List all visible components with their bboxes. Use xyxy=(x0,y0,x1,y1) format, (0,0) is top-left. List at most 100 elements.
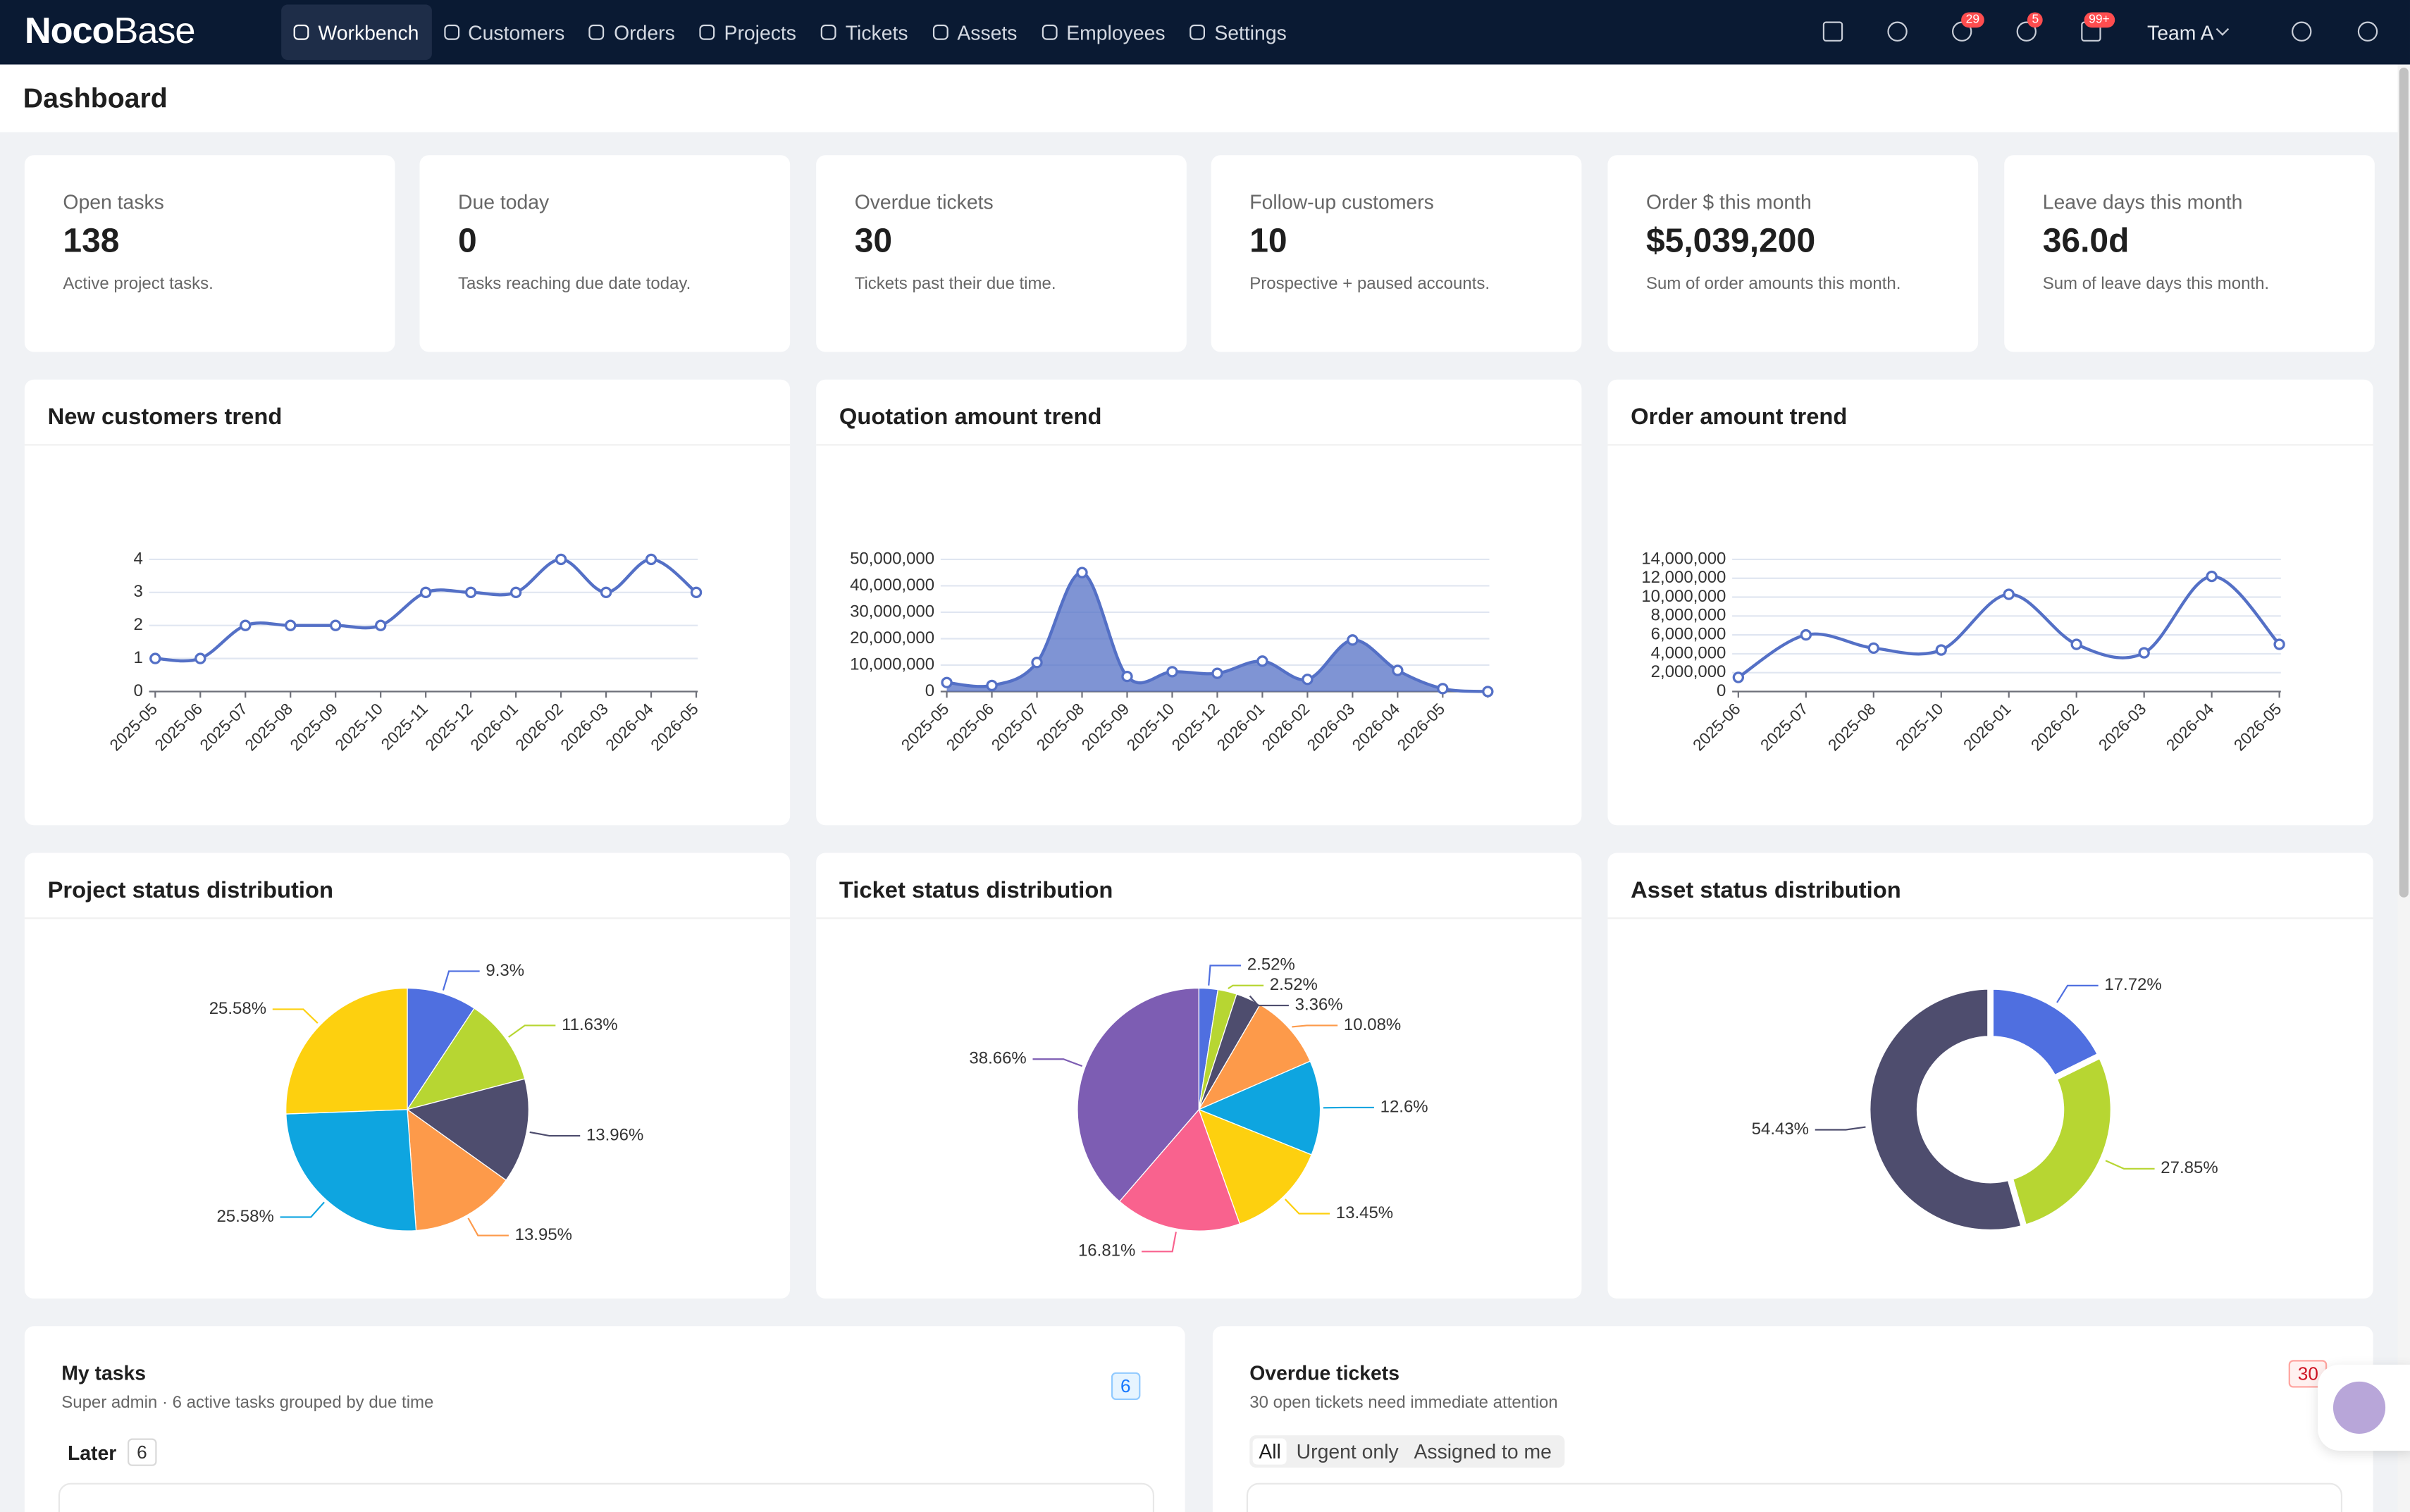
y-tick-label: 20,000,000 xyxy=(850,628,934,647)
menu-label: Orders xyxy=(614,20,675,44)
settings-icon[interactable] xyxy=(1887,21,1908,42)
badge: 99+ xyxy=(2084,12,2115,28)
y-tick-label: 12,000,000 xyxy=(1641,568,1726,587)
stat-note: Sum of leave days this month. xyxy=(2042,275,2270,294)
menu-item[interactable]: Workbench xyxy=(281,4,431,61)
point xyxy=(600,586,612,599)
check-icon[interactable] xyxy=(2016,21,2037,42)
task-list xyxy=(58,1482,1155,1512)
title-bar xyxy=(0,64,2398,132)
stat-label: Due today xyxy=(457,190,550,214)
menu-icon xyxy=(699,24,715,40)
chart-card: Order amount trend 0 2,000,000 4,000,000 6,0… xyxy=(1607,379,2373,826)
y-tick-label: 40,000,000 xyxy=(850,576,934,595)
label-line xyxy=(1208,965,1242,986)
label-line xyxy=(1284,1198,1330,1215)
x-tick-label: 2025-05 xyxy=(898,700,953,755)
y-tick-label: 4,000,000 xyxy=(1651,643,1726,662)
point xyxy=(1437,683,1449,695)
menu-item[interactable]: Settings xyxy=(1178,5,1299,61)
y-tick-label: 14,000,000 xyxy=(1641,549,1726,568)
x-tick-label: 2026-02 xyxy=(1258,700,1313,755)
tab[interactable]: Urgent only xyxy=(1296,1439,1399,1463)
menu-item[interactable]: Assets xyxy=(920,5,1030,61)
x-tick-label: 2025-10 xyxy=(1123,700,1178,755)
point xyxy=(645,553,657,566)
stat-value: 10 xyxy=(1249,221,1287,260)
stat-card: Overdue tickets 30 Tickets past their due … xyxy=(816,155,1187,352)
tab[interactable]: All xyxy=(1252,1438,1287,1465)
point xyxy=(1121,670,1133,683)
chart-header: Quotation amount trend xyxy=(816,380,1582,446)
point xyxy=(1935,644,1947,656)
slice xyxy=(2006,1052,2117,1231)
chart: 17.72% 27.85% 54.43% xyxy=(1752,975,2218,1236)
assistant-button[interactable] xyxy=(2318,1364,2410,1451)
badge: 29 xyxy=(1961,12,1984,28)
point xyxy=(1302,674,1314,686)
ticket-list xyxy=(1246,1482,2343,1512)
point xyxy=(464,586,477,599)
point xyxy=(1392,664,1404,676)
overdue-card: Overdue tickets 30 open tickets need imm… xyxy=(1212,1326,2373,1512)
x-tick-label: 2025-12 xyxy=(421,700,476,755)
slice-label: 13.45% xyxy=(1336,1203,1393,1222)
point xyxy=(149,652,161,664)
menu-label: Tickets xyxy=(845,20,908,44)
point xyxy=(1211,667,1223,679)
slice-label: 10.08% xyxy=(1344,1015,1401,1034)
chart-header: Project status distribution xyxy=(24,853,791,919)
menu-label: Employees xyxy=(1066,20,1166,44)
tasks-title: My tasks xyxy=(61,1361,147,1385)
menu-item[interactable]: Employees xyxy=(1030,5,1178,61)
menu-item[interactable]: Orders xyxy=(577,5,687,61)
label-line xyxy=(1228,984,1264,989)
x-tick-label: 2026-03 xyxy=(557,700,612,755)
point xyxy=(1800,628,1812,641)
point xyxy=(1166,666,1178,678)
menu-icon xyxy=(1042,24,1058,40)
page-title: Dashboard xyxy=(23,82,168,114)
brand[interactable]: NocoBase xyxy=(24,11,196,54)
tab[interactable]: Assigned to me xyxy=(1414,1439,1552,1463)
stat-label: Open tasks xyxy=(63,190,164,214)
point xyxy=(509,586,522,599)
brand-bold: Noco xyxy=(24,11,115,53)
chart: 9.3% 11.63% 13.96% 13.95% 25.58% 25.58% xyxy=(209,961,644,1244)
team-switch[interactable]: Team A xyxy=(2147,21,2214,45)
help-icon[interactable] xyxy=(2292,21,2312,42)
slice-label: 13.95% xyxy=(515,1225,572,1244)
point xyxy=(1482,686,1494,698)
slice xyxy=(407,1008,526,1110)
x-tick-label: 2025-08 xyxy=(241,700,296,755)
chart-header: Order amount trend xyxy=(1607,380,2373,446)
x-tick-label: 2025-06 xyxy=(1689,700,1744,755)
label-line xyxy=(1032,1058,1083,1067)
y-tick-label: 50,000,000 xyxy=(850,549,934,568)
chart-card: New customers trend 0 1 2 3 4 2025-05 2025-06 20… xyxy=(24,379,791,826)
x-tick-label: 2026-01 xyxy=(1960,700,2015,755)
user-icon[interactable] xyxy=(2357,21,2378,42)
brush-icon[interactable] xyxy=(1822,21,1843,42)
menu-item[interactable]: Projects xyxy=(687,5,808,61)
chart-card: Asset status distribution 17.72% 27.85% 54.… xyxy=(1607,853,2373,1299)
x-tick-label: 2025-06 xyxy=(151,700,206,755)
point xyxy=(690,586,703,599)
menu-item[interactable]: Customers xyxy=(431,5,577,61)
menu-item[interactable]: Tickets xyxy=(808,5,920,61)
tasks-subtitle: Super admin · 6 active tasks grouped by … xyxy=(61,1394,434,1413)
scroll-thumb[interactable] xyxy=(2399,67,2409,898)
x-tick-label: 2026-02 xyxy=(512,700,567,755)
point xyxy=(2070,638,2082,650)
slice-label: 3.36% xyxy=(1295,995,1343,1014)
label-line xyxy=(280,1201,325,1218)
label-line xyxy=(2056,984,2099,1003)
chevron xyxy=(2216,23,2230,36)
chart: 02,000,0004,000,0006,000,0008,000,00010,… xyxy=(1641,549,2285,755)
point xyxy=(330,619,342,631)
slice-label: 11.63% xyxy=(562,1015,618,1034)
slice xyxy=(407,1078,529,1181)
x-tick-label: 2025-09 xyxy=(286,700,341,755)
chart-card: Project status distribution 9.3% 11.63% 13.… xyxy=(24,853,791,1299)
